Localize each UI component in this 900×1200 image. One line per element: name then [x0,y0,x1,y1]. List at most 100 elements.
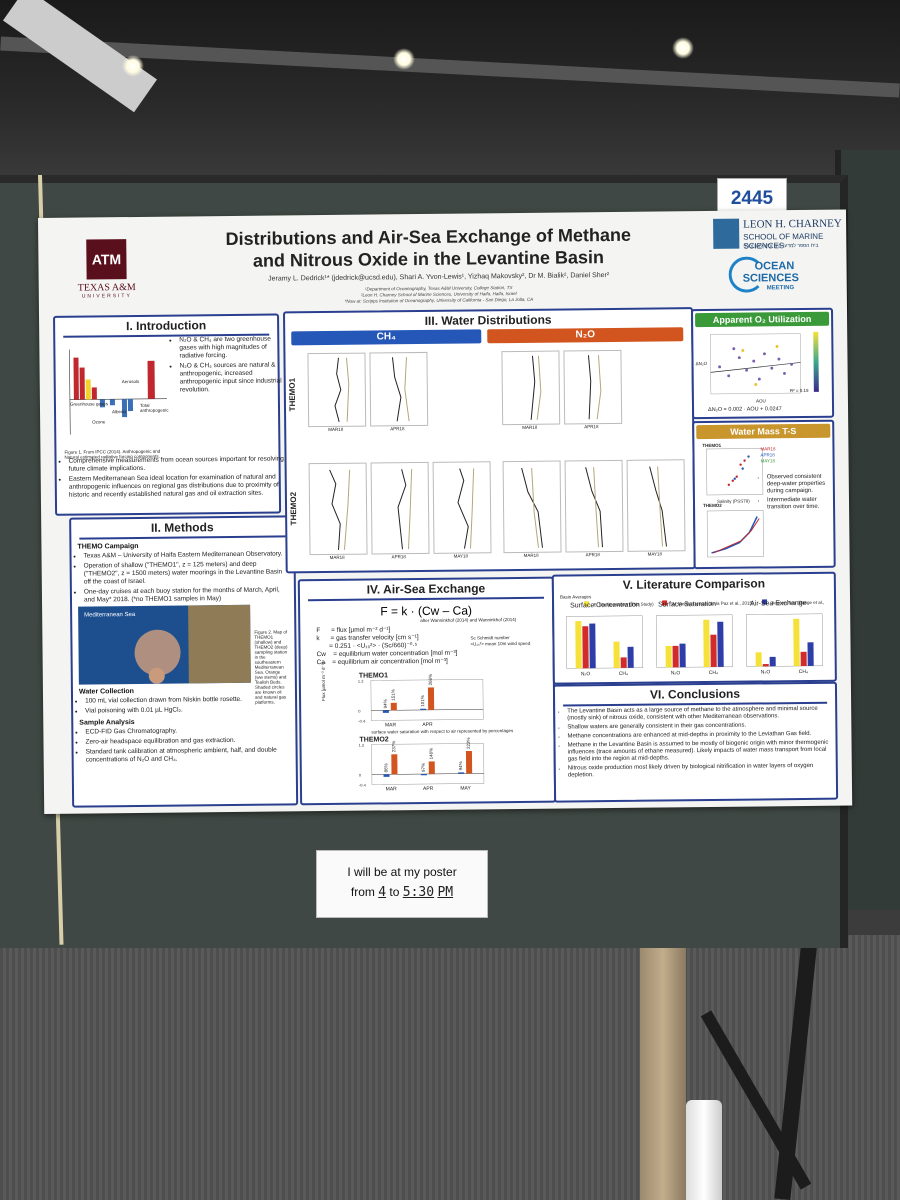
profile-n2o-themo2-apr [564,459,624,553]
lit-sub-title: Air-Sea Exchange [750,599,807,608]
poster-title: Distributions and Air-Sea Exchange of Me… [158,223,698,273]
water-bullet: Vial poisoning with 0.01 µL HgCl₂. [85,705,295,715]
campaign-heading: THEMO Campaign [77,542,139,551]
flux-bar-label: 94% [458,761,463,770]
flux-tick-label: 0 [358,709,361,714]
lit-sub-title: Surface Saturation [658,600,717,609]
campaign-bullet: Operation of shallow ("THEMO1", z = 125 … [84,560,290,586]
flux-bar-label: 151% [391,689,396,701]
month-label: MAY18 [453,553,469,559]
flux-chart-title: THEMO2 [359,736,389,744]
intro-bullet: Eastern Mediterranean Sea ideal location… [69,473,285,499]
intro-bullet: N₂O & CH₄ sources are natural & anthropo… [180,361,284,394]
forcing-figure: Greenhouse gases Ozone Albedo Aerosols T… [61,339,170,448]
month-label: APR18 [584,424,599,430]
aou-panel: Apparent O₂ Utilization R² = 0.19 ΔN₂O A… [690,307,835,420]
flux-bar [420,773,427,776]
month-label: APR18 [390,426,405,432]
profile-n2o-themo1-mar [501,350,561,426]
study-map: Mediterranean Sea [78,604,251,685]
lit-bar [627,646,634,668]
profile-n2o-themo2-mar [502,460,562,554]
flux-bar [458,772,465,774]
flux-note: surface water saturation with respect to… [371,728,514,735]
ocean-sciences-logo: OCEAN SCIENCES MEETING [728,254,838,295]
ceiling-light [393,48,415,70]
lit-bar [679,643,686,668]
airsea-panel: IV. Air-Sea Exchange F = k · (Cw – Ca) a… [297,576,557,806]
poster: ATM TEXAS A&M UNIVERSITY Distributions a… [38,209,853,814]
fig-label: Total anthropogenic [139,402,169,413]
lit-bar [613,641,620,668]
charney-logo: LEON H. CHARNEY SCHOOL OF MARINE SCIENCE… [713,216,843,253]
u-note: <U₁₀²> mean 10m wind speed [470,640,531,647]
ts-panel: Water Mass T-S THEMO1 THEMO2 MAR18 APR18… [692,419,836,570]
flux-tick-label: 0 [359,773,362,778]
charney-name: LEON H. CHARNEY [743,217,842,231]
flux-bar [390,702,397,711]
profile-n2o-themo1-apr [563,349,623,425]
aou-header: Apparent O₂ Utilization [695,311,830,328]
lit-sub-title: Surface Concentration [570,601,640,610]
flux-bar-label: 146% [429,748,434,760]
flux-tick-label: 1.2 [358,679,364,684]
methods-title: II. Methods [79,517,286,540]
flux-svg-themo1: 94%151% MAR 101% 266% APR -0.4 0 1.2 [358,674,484,728]
charney-mark-icon [713,218,740,249]
flux-bar [382,710,389,713]
lit-bar [672,645,679,668]
ceiling-light [672,37,694,59]
lit-bar [755,652,762,667]
lit-bar [575,621,582,669]
aou-xlabel: AOU [755,398,766,404]
flux-bar-label: 237% [391,741,396,753]
intro-title: I. Introduction [63,315,270,338]
ceiling [0,0,900,180]
flux-bar-label: 86% [383,763,388,772]
white-tube [686,1100,722,1200]
row-label-themo1: THEMO1 [287,377,298,412]
profile-ch4-themo2-may [432,461,492,554]
ts-plot-themo2 [706,510,764,558]
lit-category-label: N₂O [761,669,771,675]
lit-category-label: CH₄ [709,670,718,676]
month-label: MAR18 [523,552,539,558]
aou-ylabel: ΔN₂O [695,361,708,367]
tamu-logo: ATM TEXAS A&M UNIVERSITY [60,239,153,310]
sample-bullet: Standard tank calibration at atmospheric… [86,746,296,764]
campaign-bullet: Texas A&M – University of Haifa Eastern … [84,550,290,560]
intro-bullet: Comprehensive measurements from ocean so… [69,455,285,473]
conclusion-bullet: Methane concentrations are enhanced at m… [567,731,831,741]
lit-bar [710,634,717,667]
methods-panel: II. Methods THEMO Campaign Texas A&M – U… [69,515,299,808]
flux-bar-label: 223% [466,737,471,749]
water-dist-panel: III. Water Distributions CH₄ N₂O THEMO1 … [282,307,696,574]
osm-line2: SCIENCES [742,272,799,285]
sign-line1: I will be at my poster [347,865,457,879]
conclusions-panel: VI. Conclusions The Levantine Basin acts… [552,681,839,803]
flux-tick-label: -0.4 [359,783,367,788]
sign-to: to [389,885,400,899]
month-label: MAY18 [647,551,663,557]
ts-legend: MAY18 [760,458,776,464]
sample-heading: Sample Analysis [79,719,135,727]
conclusion-bullet: The Levantine Basin acts as a large sour… [567,706,831,723]
atm-mark: ATM [86,239,127,280]
flux-zero-line [371,773,484,775]
sign-from: from [350,885,375,899]
charney-hebrew: בית הספר למדעי הים ע"ש לאון צ'רני [743,242,819,250]
lit-bar [807,642,814,666]
flux-bar [428,761,435,774]
ts-legend: MAR18 [760,446,776,452]
profile-ch4-themo1-mar [307,352,367,428]
flux-zero-line [371,709,484,711]
sample-bullet: ECD-FID Gas Chromatography. [85,726,295,736]
lit-bar [665,645,672,668]
authors: Jeramy L. Dedrick¹* (jdedrick@ucsd.edu),… [268,272,610,283]
flux-bar [427,687,435,710]
flux-category-label: APR [423,786,434,792]
flux-bar-label: 101% [420,695,425,707]
ts-header: Water Mass T-S [696,423,831,440]
lit-bar [582,626,589,669]
ts-xlabel: Salinity (PSS78) [716,498,750,504]
